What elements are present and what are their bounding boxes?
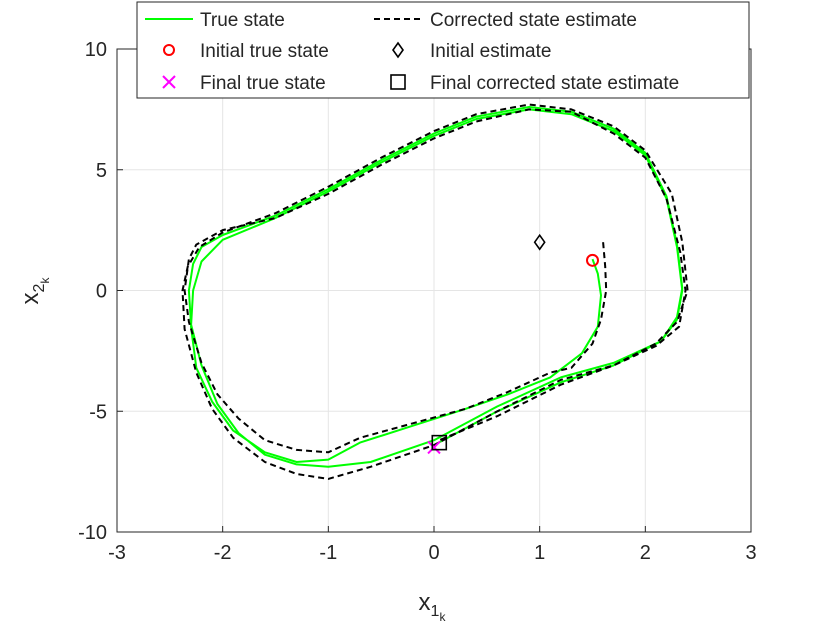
- legend-label-final-estimate: Final corrected state estimate: [430, 73, 679, 94]
- marker-initial-estimate: [533, 233, 546, 251]
- y-tick-label: 10: [85, 39, 107, 61]
- legend-label-initial-estimate: Initial estimate: [430, 41, 551, 62]
- legend-label-final-true: Final true state: [200, 73, 326, 94]
- legend-swatch-initial-true: [163, 44, 175, 56]
- marker-initial-true: [586, 253, 599, 267]
- y-tick-label: -5: [89, 401, 107, 423]
- legend: True state Corrected state estimate Init…: [136, 1, 750, 99]
- legend-swatch-final-estimate: [390, 74, 406, 90]
- marker-final-true: [427, 440, 441, 455]
- y-tick-label: -10: [78, 522, 107, 544]
- x-tick-label: -3: [108, 542, 126, 564]
- x-tick-label: 2: [640, 542, 651, 564]
- series-layer: [181, 103, 689, 480]
- legend-box: [136, 1, 750, 99]
- legend-label-true-state: True state: [200, 10, 285, 31]
- legend-swatch-initial-estimate: [392, 41, 404, 59]
- x-tick-label: 3: [745, 542, 756, 564]
- marker-final-estimate: [431, 434, 448, 451]
- legend-label-initial-true: Initial true state: [200, 41, 329, 62]
- series-line-estimate: [181, 103, 689, 480]
- x-tick-label: 1: [534, 542, 545, 564]
- y-tick-label: 0: [96, 281, 107, 303]
- x-tick-label: -1: [319, 542, 337, 564]
- x-tick-label: -2: [214, 542, 232, 564]
- y-tick-label: 5: [96, 160, 107, 182]
- y-axis-label: x2k: [17, 277, 52, 305]
- series-line-true-state: [187, 106, 684, 468]
- legend-label-estimate: Corrected state estimate: [430, 10, 637, 31]
- legend-swatch-final-true: [162, 75, 176, 89]
- x-axis-label: x1k: [419, 589, 447, 624]
- marker-layer: [427, 233, 599, 455]
- x-tick-label: 0: [428, 542, 439, 564]
